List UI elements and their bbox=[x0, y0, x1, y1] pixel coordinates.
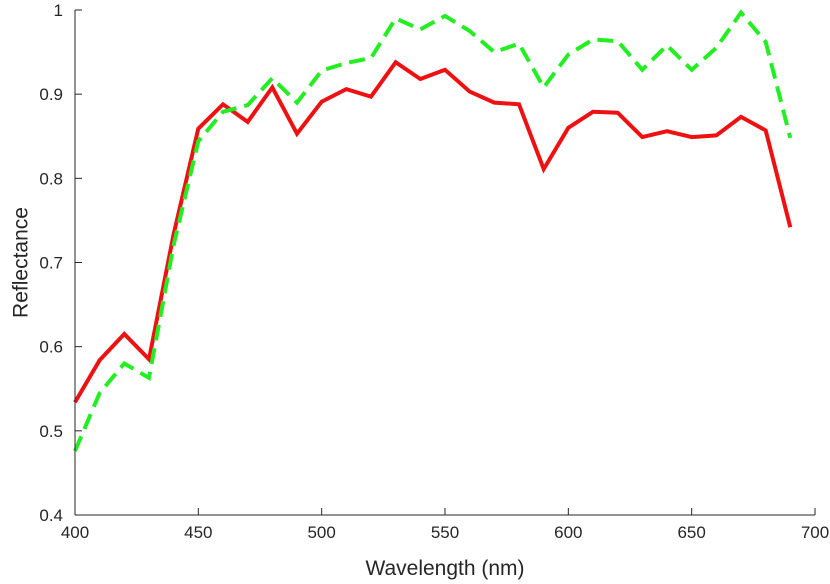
x-tick-label: 550 bbox=[431, 523, 459, 542]
x-tick-label: 500 bbox=[307, 523, 335, 542]
x-axis: 400 450 500 550 600 650 700 bbox=[61, 508, 829, 542]
x-tick-label: 450 bbox=[184, 523, 212, 542]
x-axis-label: Wavelength (nm) bbox=[365, 557, 524, 580]
y-tick-label: 0.8 bbox=[39, 169, 63, 188]
y-tick-label: 0.9 bbox=[39, 85, 63, 104]
x-tick-label: 700 bbox=[801, 523, 829, 542]
y-tick-label: 0.5 bbox=[39, 422, 63, 441]
y-axis-label: Reflectance bbox=[9, 207, 32, 318]
y-tick-label: 0.4 bbox=[39, 506, 63, 525]
series-line-1 bbox=[73, 59, 793, 404]
plot-area bbox=[73, 9, 793, 452]
x-tick-label: 400 bbox=[61, 523, 89, 542]
x-tick-label: 650 bbox=[677, 523, 705, 542]
y-tick-label: 1 bbox=[54, 1, 63, 20]
y-tick-label: 0.7 bbox=[39, 254, 63, 273]
y-axis: 0.4 0.5 0.6 0.7 0.8 0.9 1 bbox=[39, 1, 82, 525]
y-tick-label: 0.6 bbox=[39, 338, 63, 357]
x-tick-label: 600 bbox=[554, 523, 582, 542]
series-line-2 bbox=[73, 9, 793, 452]
